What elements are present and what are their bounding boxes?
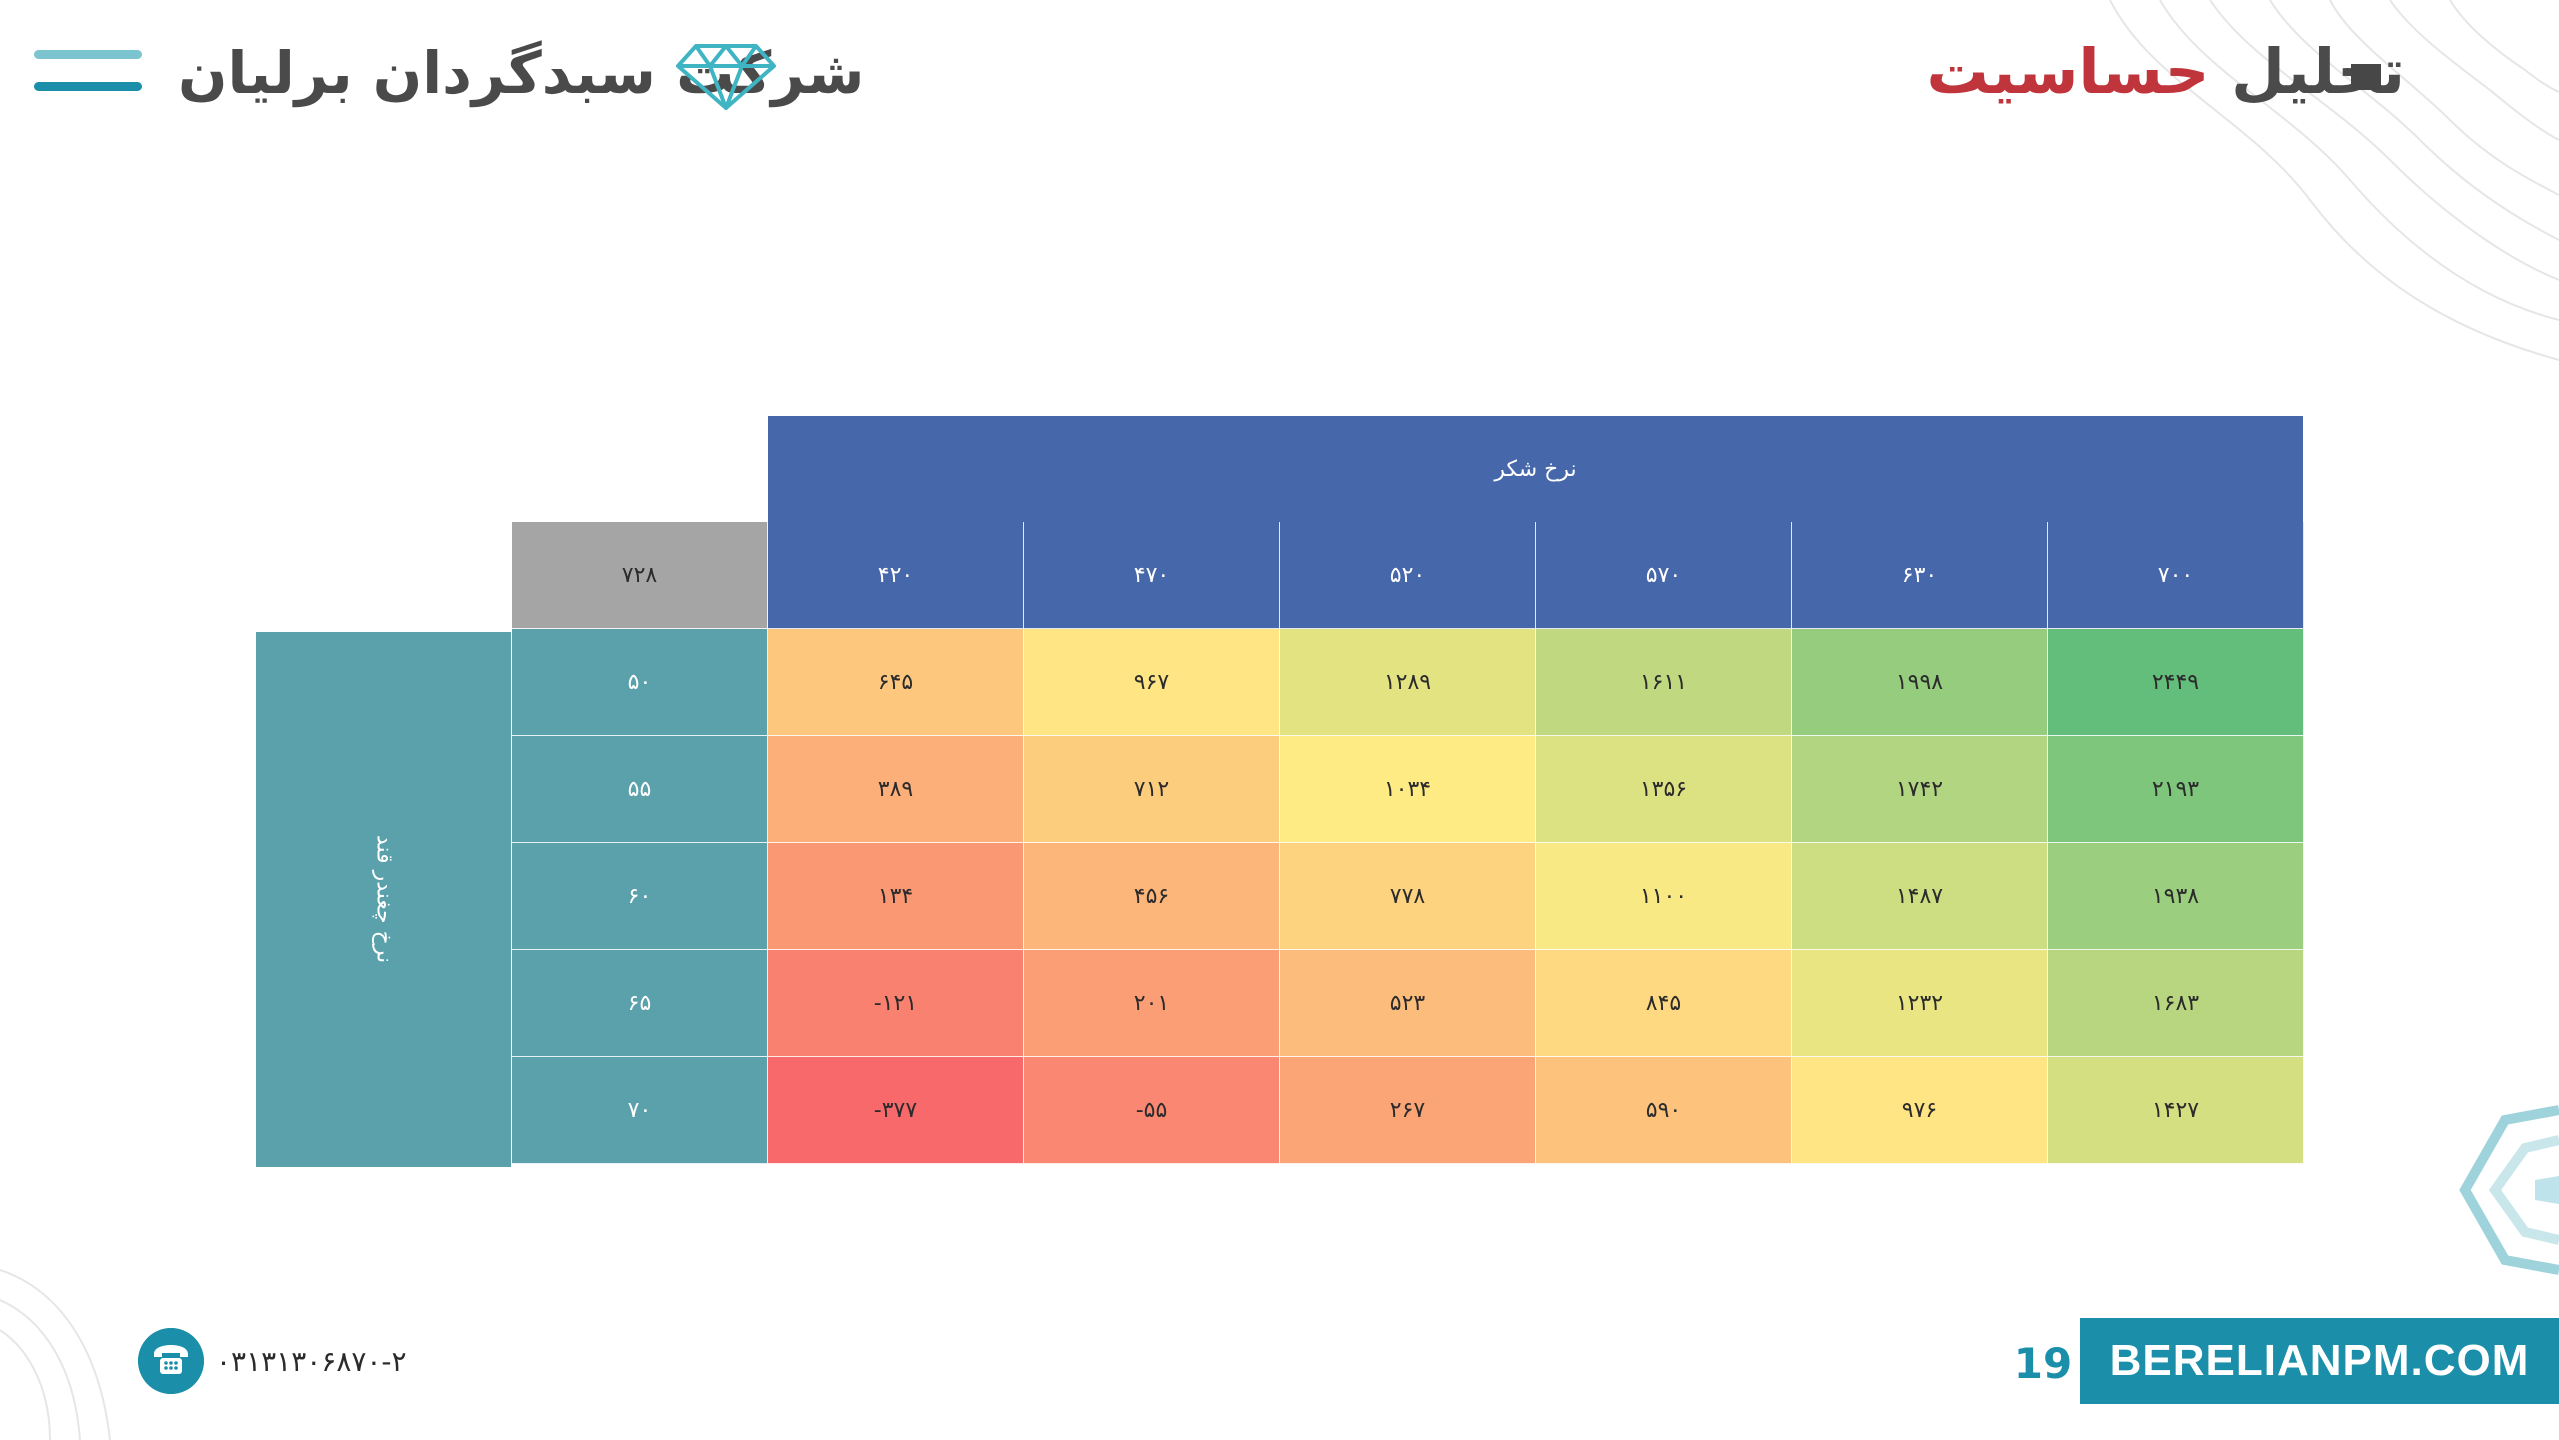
table-cell: ۱۲۳۲ <box>1792 950 2048 1057</box>
table-cell: ۱۳۵۶ <box>1536 736 1792 843</box>
table-cell: ۴۵۶ <box>1024 843 1280 950</box>
table-cell: ۲۱۹۳ <box>2048 736 2304 843</box>
table-cell: ۲۰۱ <box>1024 950 1280 1057</box>
menu-icon[interactable] <box>34 46 142 96</box>
corner-cell: ۷۲۸ <box>512 522 768 629</box>
column-axis-label: نرخ شکر <box>768 416 2303 522</box>
table-cell: ۳۸۹ <box>768 736 1024 843</box>
table-cell: ۵۲۳ <box>1280 950 1536 1057</box>
table-cell: ۲۶۷ <box>1280 1057 1536 1164</box>
column-header: ۴۷۰ <box>1024 522 1280 629</box>
background-contour-lines-bottom <box>0 1269 111 1440</box>
slide-title: تحلیل حساسیت <box>1880 22 2405 122</box>
table-cell: ۱۷۴۲ <box>1792 736 2048 843</box>
table-cell: ۵۹۰ <box>1536 1057 1792 1164</box>
table-cell: ۹۶۷ <box>1024 629 1280 736</box>
website-badge <box>2080 1318 2559 1404</box>
table-cell: ۷۷۸ <box>1280 843 1536 950</box>
phone-icon <box>138 1328 204 1394</box>
table-cell: ۱۳۴ <box>768 843 1024 950</box>
table-cell: ۱۹۳۸ <box>2048 843 2304 950</box>
table-cell: ۱۴۲۷ <box>2048 1057 2304 1164</box>
table-cell: ۲۴۴۹ <box>2048 629 2304 736</box>
row-header: ۶۵ <box>512 950 768 1057</box>
table-cell: ۹۷۶ <box>1792 1057 2048 1164</box>
slide-title-part2: حساسیت <box>1926 35 2210 108</box>
phone-number: ۰۳۱۳۱۳۰۶۸۷۰-۲ <box>216 1345 407 1378</box>
page-number: 19 <box>2013 1339 2073 1388</box>
table-cell: ۶۴۵ <box>768 629 1024 736</box>
column-header: ۶۳۰ <box>1792 522 2048 629</box>
row-axis-label: نرخ چغندر قند <box>371 834 397 964</box>
title-bullet <box>2351 64 2381 90</box>
table-cell: ۱۰۳۴ <box>1280 736 1536 843</box>
table-cell: ۱۲۸۹ <box>1280 629 1536 736</box>
row-header: ۵۰ <box>512 629 768 736</box>
table-cell: ۱۴۸۷ <box>1792 843 2048 950</box>
column-header: ۷۰۰ <box>2048 522 2304 629</box>
website-link[interactable]: BERELIANPM.COM <box>2109 1336 2530 1385</box>
table-cell: ۱۹۹۸ <box>1792 629 2048 736</box>
row-axis-panel <box>256 632 511 1167</box>
column-header: ۴۲۰ <box>768 522 1024 629</box>
table-cell: -۵۵ <box>1024 1057 1280 1164</box>
row-header: ۵۵ <box>512 736 768 843</box>
corner-diamond-ornament <box>2459 1105 2559 1275</box>
column-header: ۵۲۰ <box>1280 522 1536 629</box>
diamond-icon <box>676 44 776 110</box>
row-header: ۶۰ <box>512 843 768 950</box>
table-cell: ۱۱۰۰ <box>1536 843 1792 950</box>
row-header: ۷۰ <box>512 1057 768 1164</box>
table-cell: ۱۶۱۱ <box>1536 629 1792 736</box>
table-cell: ۷۱۲ <box>1024 736 1280 843</box>
column-header: ۵۷۰ <box>1536 522 1792 629</box>
table-cell: ۱۶۸۳ <box>2048 950 2304 1057</box>
table-cell: ۸۴۵ <box>1536 950 1792 1057</box>
table-cell: -۳۷۷ <box>768 1057 1024 1164</box>
table-cell: -۱۲۱ <box>768 950 1024 1057</box>
